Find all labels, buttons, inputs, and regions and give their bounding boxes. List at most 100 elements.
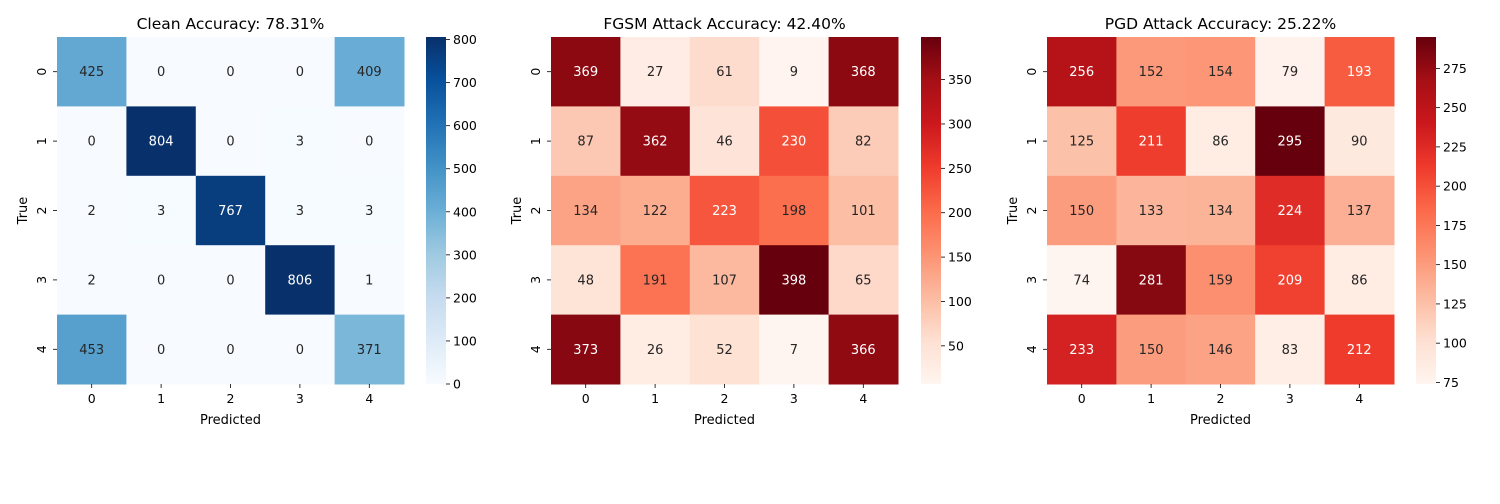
cell-value-label: 87: [577, 135, 594, 150]
y-tick-label: 4: [528, 345, 543, 353]
cell-value-label: 369: [573, 65, 598, 80]
heatmap-cell: [57, 175, 127, 246]
cell-value-label: 134: [1208, 204, 1233, 219]
cell-value-label: 425: [79, 65, 104, 80]
heatmap-cell: [620, 106, 691, 177]
y-tick-label: 3: [1024, 276, 1039, 284]
cell-value-label: 224: [1277, 204, 1302, 219]
chart-title: PGD Attack Accuracy: 25.22%: [1105, 15, 1337, 33]
heatmap-cell: [126, 245, 197, 316]
cell-value-label: 101: [851, 204, 876, 219]
cell-value-label: 398: [781, 273, 806, 288]
heatmap-cell: [195, 37, 266, 107]
cell-value-label: 86: [1212, 135, 1229, 150]
cell-value-label: 65: [855, 273, 872, 288]
y-axis-label: True: [16, 197, 31, 226]
heatmap-cell: [57, 106, 127, 177]
cell-value-label: 230: [781, 135, 806, 150]
colorbar-tick-label: 275: [1443, 61, 1467, 76]
cell-value-label: 154: [1208, 65, 1233, 80]
cell-value-label: 295: [1277, 135, 1302, 150]
heatmap-cell: [689, 106, 760, 177]
y-tick-label: 4: [1024, 345, 1039, 353]
cell-value-label: 3: [296, 135, 304, 150]
cell-value-label: 0: [365, 135, 373, 150]
cell-value-label: 212: [1347, 343, 1372, 358]
heatmap-cell: [759, 314, 830, 385]
heatmap-cell: [689, 175, 760, 246]
cell-value-label: 0: [226, 343, 234, 358]
heatmap-cell: [828, 175, 899, 246]
colorbar-tick-label: 250: [1443, 100, 1467, 115]
heatmap-cell: [1324, 175, 1395, 246]
cell-value-label: 0: [157, 65, 165, 80]
cell-value-label: 453: [79, 343, 104, 358]
cell-value-label: 82: [855, 135, 872, 150]
chart-title: FGSM Attack Accuracy: 42.40%: [603, 15, 845, 33]
colorbar: [1416, 37, 1436, 384]
cell-value-label: 0: [296, 343, 304, 358]
heatmap-cell: [1116, 37, 1187, 107]
x-axis-label: Predicted: [1190, 413, 1251, 428]
heatmap-cell: [551, 37, 621, 107]
x-tick-label: 0: [1078, 391, 1086, 406]
cell-value-label: 198: [781, 204, 806, 219]
heatmap-cell: [265, 106, 336, 177]
colorbar: [921, 37, 941, 384]
heatmap-cell: [1255, 245, 1326, 316]
cell-value-label: 209: [1277, 273, 1302, 288]
colorbar-tick-label: 100: [1443, 336, 1467, 351]
cell-value-label: 0: [226, 65, 234, 80]
cell-value-label: 0: [157, 343, 165, 358]
cell-value-label: 3: [365, 204, 373, 219]
heatmap-cell: [195, 106, 266, 177]
x-tick-label: 3: [790, 391, 798, 406]
heatmap-cell: [57, 314, 127, 385]
x-tick-label: 4: [859, 391, 867, 406]
colorbar-tick-label: 0: [453, 377, 461, 392]
cell-value-label: 366: [851, 343, 876, 358]
heatmap-cell: [1324, 106, 1395, 177]
heatmap-cell: [551, 106, 621, 177]
heatmap-cell: [1116, 245, 1187, 316]
colorbar-tick-label: 50: [948, 338, 964, 353]
colorbar-tick-label: 100: [948, 294, 972, 309]
heatmap-cell: [1185, 37, 1256, 107]
cell-value-label: 0: [226, 273, 234, 288]
heatmap-cell: [1324, 245, 1395, 316]
heatmap-cell: [334, 175, 405, 246]
colorbar-tick-label: 300: [453, 247, 477, 262]
heatmap-cell: [1047, 314, 1117, 385]
cell-value-label: 0: [296, 65, 304, 80]
cell-value-label: 1: [365, 273, 373, 288]
cell-value-label: 46: [716, 135, 733, 150]
heatmap-cell: [1047, 245, 1117, 316]
heatmap-panel: PGD Attack Accuracy: 25.22%256 152 154 79 19…: [1006, 15, 1467, 428]
heatmap-cell: [551, 175, 621, 246]
heatmap-cell: [265, 37, 336, 107]
x-tick-label: 2: [1217, 391, 1225, 406]
x-tick-label: 3: [1286, 391, 1294, 406]
colorbar-tick-label: 175: [1443, 218, 1467, 233]
heatmap-cell: [57, 37, 127, 107]
heatmap-cell: [620, 314, 691, 385]
heatmap-cell: [1255, 37, 1326, 107]
cell-value-label: 48: [577, 273, 594, 288]
cell-value-label: 9: [790, 65, 798, 80]
cell-value-label: 191: [643, 273, 668, 288]
heatmap-cell: [334, 314, 405, 385]
heatmap-cell: [57, 245, 127, 316]
heatmap-cell: [551, 245, 621, 316]
colorbar: [426, 37, 446, 384]
cell-value-label: 27: [647, 65, 664, 80]
cell-value-label: 122: [643, 204, 668, 219]
colorbar-tick-label: 250: [948, 161, 972, 176]
x-tick-label: 2: [227, 391, 235, 406]
cell-value-label: 2: [88, 273, 96, 288]
cell-value-label: 804: [149, 135, 174, 150]
cell-value-label: 806: [287, 273, 312, 288]
y-tick-label: 3: [528, 276, 543, 284]
heatmap-cell: [334, 245, 405, 316]
